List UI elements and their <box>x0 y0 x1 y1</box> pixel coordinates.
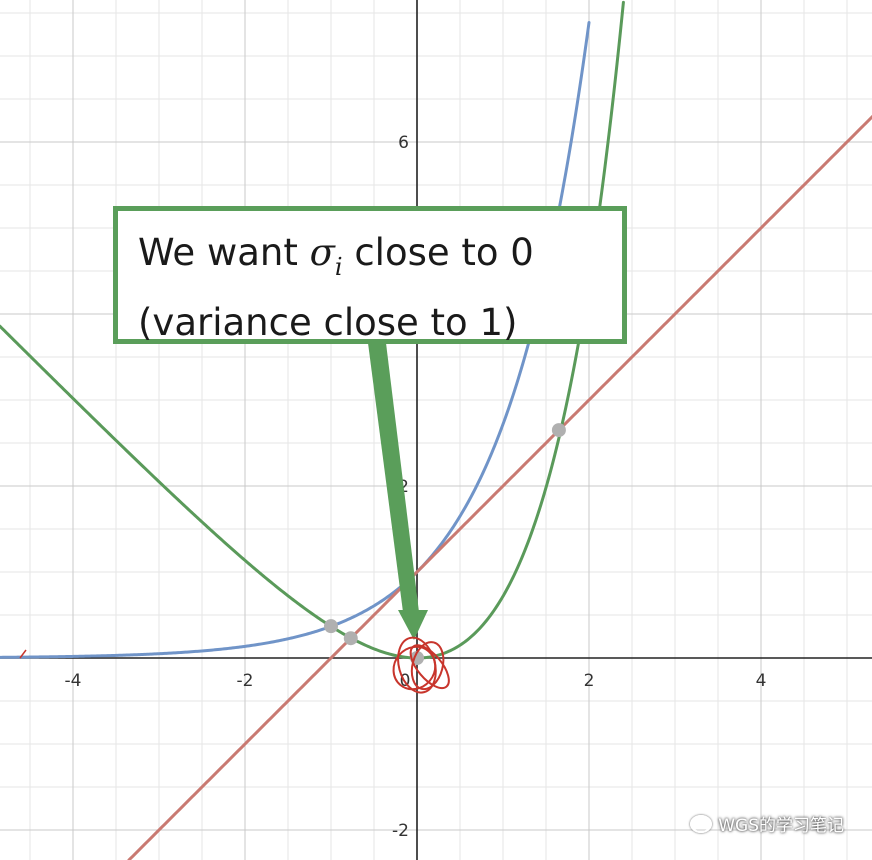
watermark-text: WGS的学习笔记 <box>718 816 844 836</box>
sigma-subscript: i <box>334 253 343 281</box>
annotation-marks <box>19 343 450 694</box>
series-line-3 <box>0 0 625 660</box>
x-tick-label: 4 <box>756 671 767 691</box>
red-tick-mark <box>19 649 27 659</box>
series-line-1 <box>0 21 591 659</box>
series-line-2 <box>127 114 872 860</box>
x-tick-label: -2 <box>237 671 254 691</box>
y-tick-label: -2 <box>392 821 409 841</box>
intersection-point <box>551 423 566 438</box>
callout-suffix: close to 0 <box>342 231 534 274</box>
arrow-head <box>398 610 428 640</box>
arrow-shaft <box>368 343 419 612</box>
intersection-point <box>343 631 358 646</box>
callout-line-2: (variance close to 1) <box>138 301 518 344</box>
watermark: WGS的学习笔记 <box>690 811 844 836</box>
annotation-callout: We want σi close to 0 (variance close to… <box>113 206 627 344</box>
intersection-point <box>324 619 338 634</box>
callout-line-1: We want σi close to 0 <box>138 225 622 295</box>
y-tick-label: 6 <box>398 133 409 153</box>
wechat-icon <box>690 814 713 833</box>
x-tick-label: -4 <box>65 671 82 691</box>
x-tick-label: 2 <box>584 671 595 691</box>
hand-drawn-circle <box>409 644 450 690</box>
hand-drawn-circle <box>392 645 437 691</box>
sigma-symbol: σ <box>309 231 335 274</box>
callout-prefix: We want <box>138 231 310 274</box>
